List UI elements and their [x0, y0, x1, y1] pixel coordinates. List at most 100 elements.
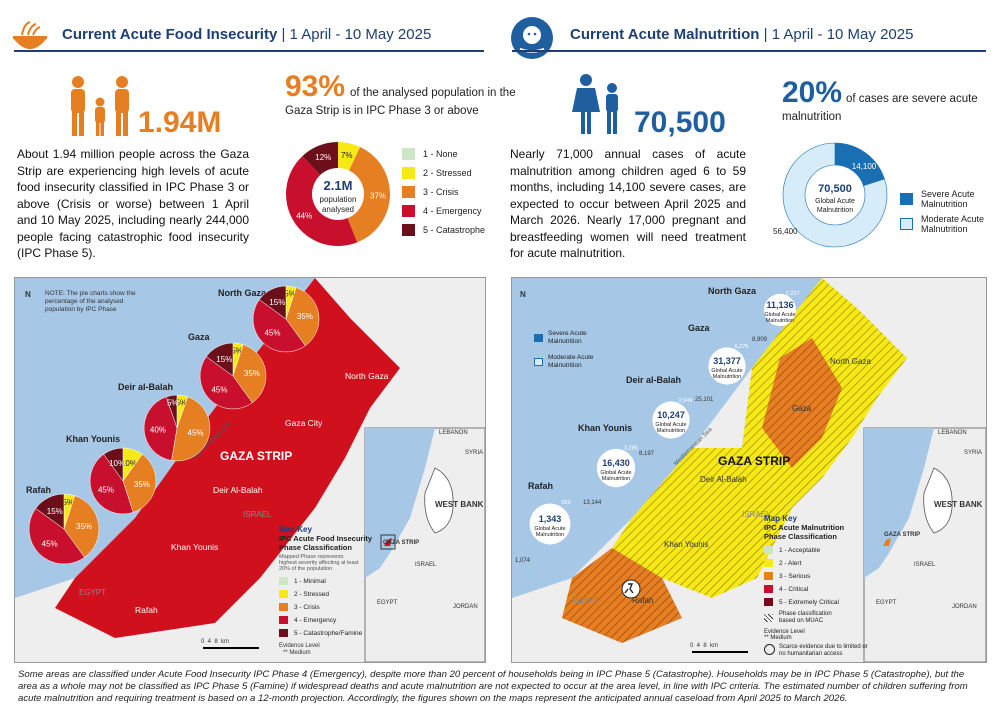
gam-circle-label: Malnutrition: [713, 374, 741, 380]
inset-jordan: JORDAN: [453, 604, 478, 610]
gam-circle-label: Global Acute: [534, 526, 565, 532]
gam-circle-center: [529, 503, 571, 545]
severe-text-1: of cases are severe acute: [846, 93, 978, 105]
pie-slice: [89, 453, 134, 515]
donut-slice-5: [302, 142, 338, 176]
right-north-arrow-icon: N: [520, 290, 526, 299]
food-insecurity-title: Current Acute Food Insecurity | 1 April …: [62, 26, 432, 43]
gam-circle-severe-value: 269: [561, 500, 570, 506]
gam-circle-severe-value: 6,275: [735, 344, 749, 350]
donut-label-3: 37%: [370, 191, 386, 200]
gam-center-label-2: Malnutrition: [817, 207, 853, 214]
right-title-rule: [512, 50, 986, 52]
pie-slice-label: 35%: [297, 312, 313, 321]
gam-circle-moderate-value: 8,197: [639, 451, 655, 457]
child-eating-icon: [510, 16, 554, 60]
donut-slice-4: [286, 156, 358, 247]
phase3-text-2: Gaza Strip is in IPC Phase 3 or above: [285, 105, 479, 117]
malnutrition-map: N Severe Acute Malnutrition Moderate Acut…: [511, 277, 987, 663]
pie-slice-label: 15%: [269, 298, 285, 307]
place-rafah: Rafah: [135, 605, 158, 615]
phase3-text-1: of the analysed population in the: [350, 87, 516, 99]
donut-label-4: 44%: [296, 211, 312, 220]
circle-title-3: Deir al-Balah: [626, 375, 682, 385]
north-arrow-icon: N: [25, 290, 31, 299]
r-place-north-gaza: North Gaza: [830, 357, 871, 366]
gam-circle-moderate-value: 8,909: [752, 337, 768, 343]
food-insecure-count: 1.94M: [138, 106, 222, 139]
gam-circle-severe-value: 2,227: [786, 291, 800, 297]
donut-center-label-2: analysed: [322, 205, 354, 214]
pie-slice-label: 45%: [211, 386, 227, 395]
pie-slice: [63, 495, 100, 558]
r-inset-jordan: JORDAN: [952, 604, 977, 610]
pie-slice: [205, 342, 234, 377]
r-inset-syria: SYRIA: [964, 450, 983, 456]
gam-circle-label: Malnutrition: [657, 428, 685, 434]
right-key-item-3: 3 - Serious: [764, 571, 868, 581]
pie-slice: [122, 453, 157, 513]
family-icon: [64, 74, 136, 138]
pie-slice: [232, 344, 267, 404]
gam-circle-label: Global Acute: [600, 470, 631, 476]
right-map-key: Map Key IPC Acute Malnutrition Phase Cla…: [764, 514, 868, 657]
gam-circle-moderate-value: 1,074: [515, 558, 531, 564]
donut-slice-3: [347, 146, 391, 243]
donut-center-value: 2.1M: [324, 178, 353, 193]
place-north-gaza: North Gaza: [345, 371, 389, 381]
gam-circle-total: 10,247: [657, 410, 685, 420]
gam-circle-total: 16,430: [602, 458, 630, 468]
ipc-legend-item-4: 4 - Emergency: [402, 205, 482, 217]
r-place-egypt: EGYPT: [572, 596, 600, 605]
pie-slice-label: 5%: [167, 399, 179, 408]
r-place-israel: ISRAEL: [742, 510, 771, 519]
pie-slice-label: 45%: [42, 539, 58, 548]
place-deir: Deir Al-Balah: [213, 485, 263, 495]
r-inset-lebanon: LEBANON: [938, 430, 967, 436]
strip-label: GAZA STRIP: [220, 449, 293, 463]
pie-slice-label: 35%: [76, 522, 92, 531]
circle-title-2: Gaza: [688, 323, 710, 333]
left-key-item-4: 4 - Emergency: [279, 615, 372, 625]
gam-circle-label: Global Acute: [764, 312, 795, 318]
left-title-rule: [14, 50, 484, 52]
place-khan: Khan Younis: [171, 542, 219, 552]
scarce-evidence-icon: [764, 644, 775, 655]
legend-severe: Severe Acute Malnutrition: [900, 189, 975, 209]
right-map-legend: Severe Acute Malnutrition Moderate Acute M…: [534, 330, 594, 370]
pie-slice-label: 45%: [264, 329, 280, 338]
gam-circle-center: [652, 401, 690, 439]
map-note-1: NOTE: The pie charts show the: [45, 290, 136, 297]
r-place-khan: Khan Younis: [664, 540, 709, 549]
gam-circle-center: [708, 347, 746, 385]
donut-slice-2: [338, 142, 361, 171]
gam-circle-label: Malnutrition: [766, 318, 794, 324]
pie-title-3: Deir al-Balah: [118, 382, 174, 392]
gam-center-value: 70,500: [818, 183, 852, 195]
inset-west-bank: WEST BANK: [435, 500, 484, 509]
r-inset-west-bank: WEST BANK: [934, 500, 983, 509]
malnutrition-paragraph: Nearly 71,000 annual cases of acute maln…: [510, 147, 746, 260]
footnote: Some areas are classified under Acute Fo…: [18, 669, 968, 704]
pie-slice-label: 40%: [150, 426, 166, 435]
pie-slice: [28, 508, 85, 565]
gam-circle-severe-value: 3,286: [624, 445, 638, 451]
gam-moderate-value: 56,400: [773, 227, 798, 236]
place-israel: ISRAEL: [243, 510, 272, 519]
left-scale: 0 4 8 km: [201, 639, 230, 645]
mother-child-icon: [570, 72, 628, 136]
pie-slice-label: 45%: [98, 486, 114, 495]
r-inset-egypt: EGYPT: [876, 600, 897, 606]
left-key-item-3: 3 - Crisis: [279, 602, 372, 612]
left-key-item-2: 2 - Stressed: [279, 589, 372, 599]
left-map-key: Map Key IPC Acute Food Insecurity Phase …: [279, 525, 373, 637]
ipc-phase-donut: 7% 37% 44% 12% 2.1M population analysed: [286, 142, 391, 247]
gam-circle-label: Malnutrition: [602, 476, 630, 482]
gam-circle-label: Global Acute: [655, 422, 686, 428]
place-gaza-city: Gaza City: [285, 418, 323, 428]
pie-slice: [285, 287, 320, 347]
